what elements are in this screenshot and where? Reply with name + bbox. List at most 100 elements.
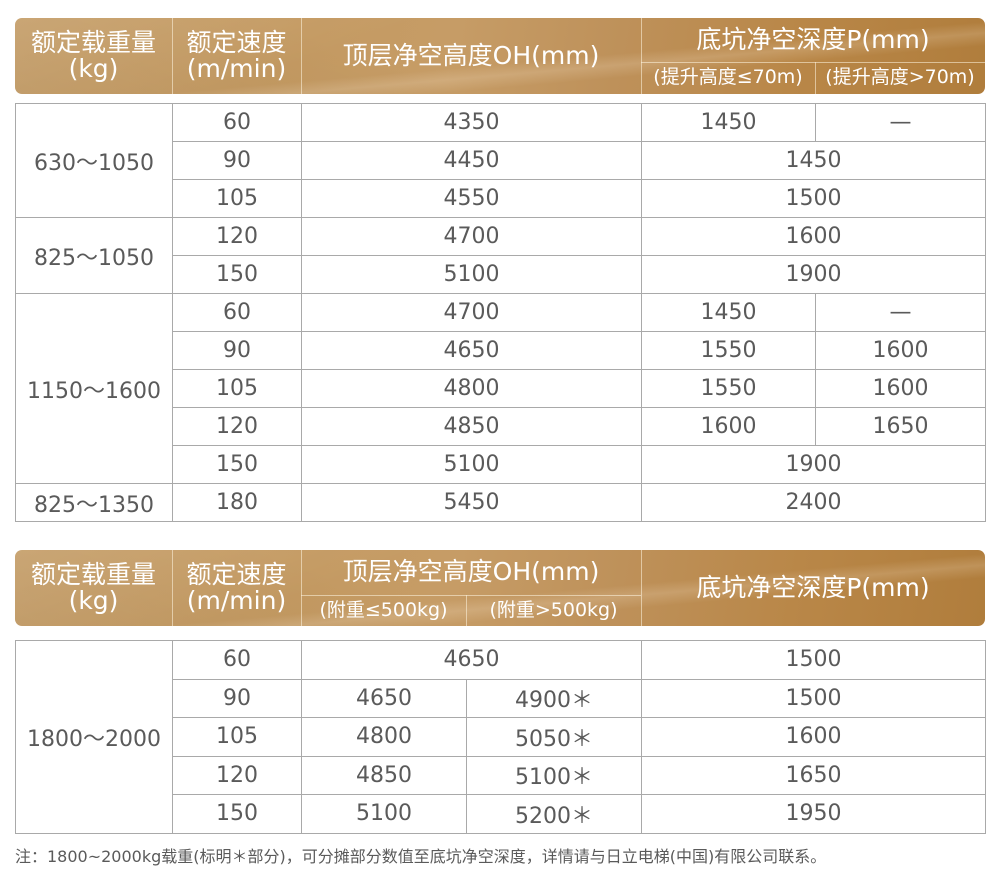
oh-cell: 4350 <box>301 103 642 142</box>
divider <box>301 595 641 596</box>
speed-cell: 60 <box>172 640 302 680</box>
pit-gt70-cell: 1600 <box>815 369 986 408</box>
speed-cell: 150 <box>172 445 302 484</box>
table-row: 150 5100 1900 <box>16 255 986 294</box>
header-oh-le500: (附重≤500kg) <box>319 598 448 621</box>
speed-cell: 105 <box>172 369 302 408</box>
load-cell: 630～1050 <box>15 103 173 218</box>
oh-cell: 4850 <box>301 407 642 446</box>
pit-cell: 1650 <box>641 755 986 795</box>
oh-gt500-cell: 4900＊ <box>466 678 642 718</box>
load-cell: 1800～2000 <box>15 640 173 834</box>
table-row: 120 4850 5100＊ 1650 <box>16 755 986 795</box>
header-load-label: 额定载重量 <box>30 27 156 57</box>
header-load-unit: (kg) <box>68 54 119 83</box>
header-load-unit: (kg) <box>68 586 119 615</box>
oh-gt500-cell: 5100＊ <box>466 755 642 795</box>
speed-cell: 180 <box>172 483 302 522</box>
footnote: 注：1800~2000kg载重(标明＊部分)，可分摊部分数值至底坑净空深度，详情… <box>15 847 827 866</box>
speed-cell: 150 <box>172 255 302 294</box>
pit-gt70-cell: — <box>815 293 986 332</box>
speed-cell: 120 <box>172 755 302 795</box>
table-row: 105 4800 5050＊ 1600 <box>16 717 986 757</box>
header-speed-unit: (m/min) <box>186 586 287 615</box>
pit-cell: 1600 <box>641 217 986 256</box>
pit-cell: 1950 <box>641 794 986 834</box>
pit-gt70-cell: — <box>815 103 986 142</box>
pit-cell: 2400 <box>641 483 986 522</box>
divider <box>172 550 173 626</box>
pit-le70-cell: 1450 <box>641 103 816 142</box>
table-row: 120 4850 1600 1650 <box>16 407 986 446</box>
oh-cell: 4450 <box>301 141 642 180</box>
table-row: 1150～1600 60 4700 1450 — <box>15 293 986 484</box>
oh-cell: 5100 <box>301 255 642 294</box>
pit-le70-cell: 1550 <box>641 369 816 408</box>
speed-cell: 90 <box>172 331 302 370</box>
table-row: 90 4450 1450 <box>16 141 986 180</box>
header-oh-gt500: (附重>500kg) <box>489 598 618 621</box>
speed-cell: 120 <box>172 407 302 446</box>
pit-cell: 1600 <box>641 717 986 757</box>
table-row: 90 4650 1550 1600 <box>16 331 986 370</box>
table-row: 105 4800 1550 1600 <box>16 369 986 408</box>
table1-body: 630～1050 60 4350 1450 — 90 4450 1450 105… <box>15 103 986 522</box>
table-row: 825～1350 180 5450 2400 <box>15 483 986 522</box>
divider <box>815 62 816 94</box>
speed-cell: 150 <box>172 794 302 834</box>
table-row: 150 5100 5200＊ 1950 <box>16 794 986 834</box>
header-load: 额定载重量 (kg) <box>15 18 172 94</box>
table2-header: 额定载重量 (kg) 额定速度 (m/min) 顶层净空高度OH(mm) (附重… <box>15 550 985 626</box>
divider <box>641 18 642 94</box>
pit-cell: 1450 <box>641 141 986 180</box>
speed-cell: 90 <box>172 678 302 718</box>
header-load: 额定载重量 (kg) <box>15 550 172 626</box>
header-pit: 底坑净空深度P(mm) <box>696 572 930 602</box>
divider <box>466 595 467 626</box>
table2-body: 1800～2000 60 4650 1500 90 4650 4900＊ 150… <box>15 640 986 834</box>
header-speed: 额定速度 (m/min) <box>172 18 301 94</box>
table-row: 150 5100 1900 <box>16 445 986 484</box>
speed-cell: 60 <box>172 103 302 142</box>
oh-cell: 4700 <box>301 293 642 332</box>
table-row: 90 4650 4900＊ 1500 <box>16 678 986 718</box>
header-oh: 顶层净空高度OH(mm) <box>342 557 600 587</box>
oh-cell: 4650 <box>301 331 642 370</box>
header-speed: 额定速度 (m/min) <box>172 550 301 626</box>
table-row: 630～1050 60 4350 1450 — <box>15 103 986 218</box>
oh-le500-cell: 4650 <box>301 678 467 718</box>
divider <box>641 62 985 63</box>
oh-cell: 5100 <box>301 445 642 484</box>
speed-cell: 105 <box>172 717 302 757</box>
table1-header: 额定载重量 (kg) 额定速度 (m/min) 顶层净空高度OH(mm) 底坑净… <box>15 18 985 94</box>
table-row: 1800～2000 60 4650 1500 <box>15 640 986 834</box>
speed-cell: 120 <box>172 217 302 256</box>
oh-gt500-cell: 5050＊ <box>466 717 642 757</box>
pit-cell: 1500 <box>641 179 986 218</box>
pit-le70-cell: 1450 <box>641 293 816 332</box>
header-speed-label: 额定速度 <box>186 27 287 57</box>
divider <box>301 550 302 626</box>
divider <box>641 550 642 626</box>
oh-cell: 4800 <box>301 369 642 408</box>
header-oh: 顶层净空高度OH(mm) <box>342 40 600 70</box>
pit-cell: 1500 <box>641 678 986 718</box>
oh-cell: 4700 <box>301 217 642 256</box>
oh-le500-cell: 5100 <box>301 794 467 834</box>
pit-cell: 1900 <box>641 445 986 484</box>
oh-le500-cell: 4800 <box>301 717 467 757</box>
pit-le70-cell: 1550 <box>641 331 816 370</box>
pit-gt70-cell: 1650 <box>815 407 986 446</box>
table-row: 825～1050 120 4700 1600 <box>15 217 986 294</box>
oh-gt500-cell: 5200＊ <box>466 794 642 834</box>
header-load-label: 额定载重量 <box>30 559 156 589</box>
header-speed-label: 额定速度 <box>186 559 287 589</box>
load-cell: 1150～1600 <box>15 293 173 484</box>
oh-cell: 4550 <box>301 179 642 218</box>
header-speed-unit: (m/min) <box>186 54 287 83</box>
load-cell: 825～1050 <box>15 217 173 294</box>
pit-le70-cell: 1600 <box>641 407 816 446</box>
header-pit-gt70: (提升高度>70m) <box>825 66 975 89</box>
pit-gt70-cell: 1600 <box>815 331 986 370</box>
oh-cell: 4650 <box>301 640 642 680</box>
